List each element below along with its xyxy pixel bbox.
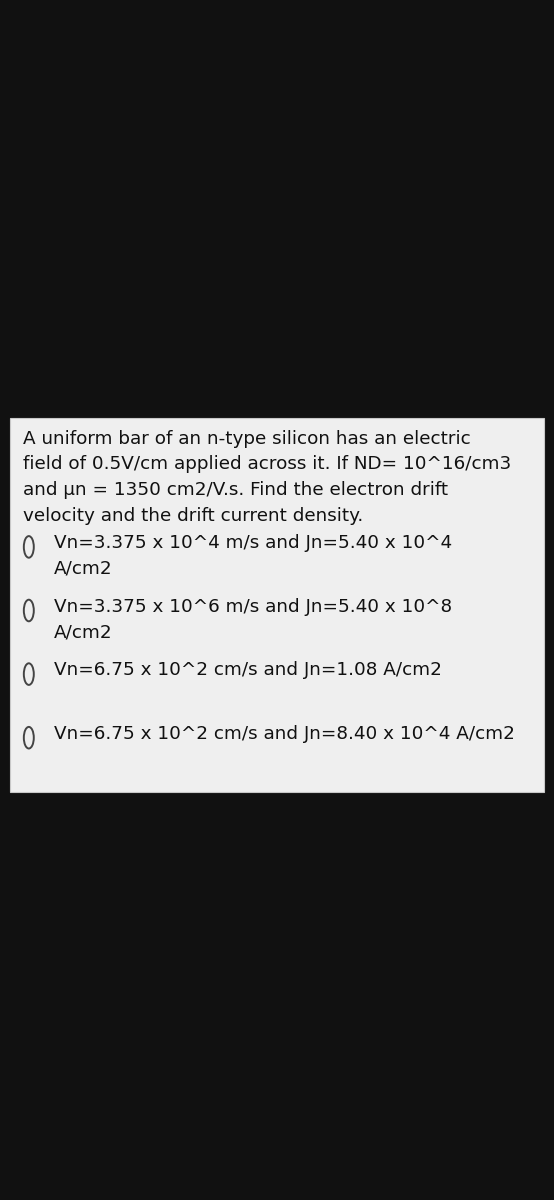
Text: and μn = 1350 cm2/V.s. Find the electron drift: and μn = 1350 cm2/V.s. Find the electron…: [23, 481, 448, 499]
Text: Vn=6.75 x 10^2 cm/s and Jn=1.08 A/cm2: Vn=6.75 x 10^2 cm/s and Jn=1.08 A/cm2: [54, 661, 442, 679]
FancyBboxPatch shape: [10, 418, 544, 792]
Text: field of 0.5V/cm applied across it. If ND= 10^16/cm3: field of 0.5V/cm applied across it. If N…: [23, 455, 511, 473]
Text: Vn=3.375 x 10^4 m/s and Jn=5.40 x 10^4: Vn=3.375 x 10^4 m/s and Jn=5.40 x 10^4: [54, 534, 453, 552]
Text: Vn=3.375 x 10^6 m/s and Jn=5.40 x 10^8: Vn=3.375 x 10^6 m/s and Jn=5.40 x 10^8: [54, 598, 453, 616]
Text: A/cm2: A/cm2: [54, 624, 113, 642]
Text: A uniform bar of an n-type silicon has an electric: A uniform bar of an n-type silicon has a…: [23, 430, 471, 448]
Text: Vn=6.75 x 10^2 cm/s and Jn=8.40 x 10^4 A/cm2: Vn=6.75 x 10^2 cm/s and Jn=8.40 x 10^4 A…: [54, 725, 515, 743]
Text: velocity and the drift current density.: velocity and the drift current density.: [23, 506, 363, 526]
Text: A/cm2: A/cm2: [54, 559, 113, 578]
